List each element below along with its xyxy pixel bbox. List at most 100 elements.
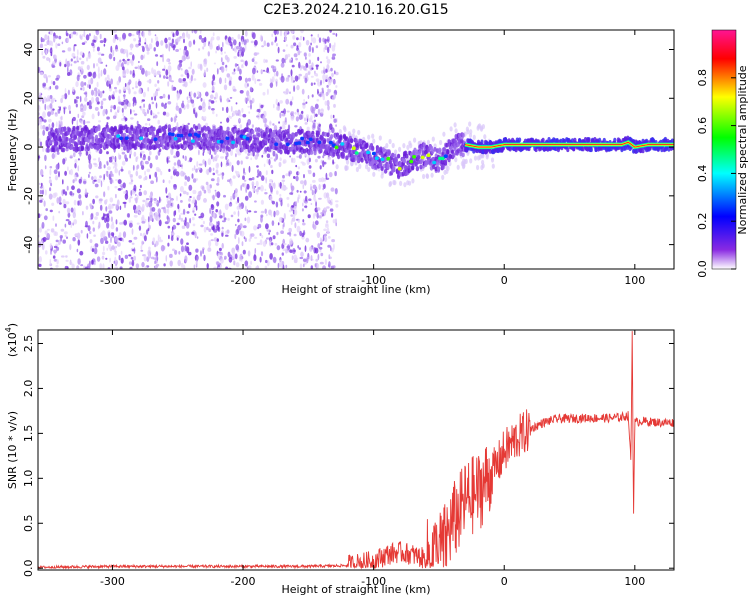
noise-speckle xyxy=(78,178,82,184)
noise-speckle xyxy=(128,240,133,243)
noise-speckle xyxy=(176,95,179,101)
noise-speckle xyxy=(195,248,199,253)
noise-speckle xyxy=(209,222,211,226)
noise-speckle xyxy=(297,171,300,175)
noise-speckle xyxy=(97,66,100,74)
noise-speckle xyxy=(335,33,338,37)
noise-speckle xyxy=(93,175,97,181)
noise-speckle xyxy=(332,219,336,224)
ridge-cell xyxy=(452,153,456,158)
noise-speckle xyxy=(330,246,332,252)
noise-speckle xyxy=(247,83,249,87)
ridge-cell xyxy=(117,144,121,150)
noise-speckle xyxy=(154,90,158,97)
noise-speckle xyxy=(202,152,205,156)
noise-speckle xyxy=(115,193,117,199)
snr-y-tick-label: 0.0 xyxy=(22,559,35,577)
noise-speckle xyxy=(108,210,113,214)
noise-speckle xyxy=(104,77,108,82)
noise-speckle xyxy=(82,111,86,116)
noise-speckle xyxy=(41,189,44,195)
noise-speckle xyxy=(277,46,280,54)
noise-speckle xyxy=(269,157,273,160)
noise-speckle xyxy=(122,238,124,242)
noise-speckle xyxy=(273,210,276,218)
noise-speckle xyxy=(305,56,307,60)
noise-speckle xyxy=(303,179,307,186)
noise-speckle xyxy=(228,256,233,263)
noise-speckle xyxy=(112,37,116,44)
noise-speckle xyxy=(333,93,337,99)
noise-speckle xyxy=(233,68,236,72)
noise-speckle xyxy=(174,117,177,121)
noise-speckle xyxy=(87,79,91,85)
noise-speckle xyxy=(310,82,313,86)
ridge-cell xyxy=(216,145,220,151)
noise-speckle xyxy=(144,175,148,181)
noise-speckle xyxy=(118,255,121,261)
noise-speckle xyxy=(205,122,209,128)
noise-speckle xyxy=(50,47,53,50)
noise-speckle xyxy=(169,253,173,258)
noise-speckle xyxy=(75,103,78,108)
noise-speckle xyxy=(230,149,233,156)
noise-speckle xyxy=(323,228,327,232)
noise-speckle xyxy=(334,188,338,195)
noise-speckle xyxy=(191,173,194,179)
noise-speckle xyxy=(292,214,296,220)
noise-speckle xyxy=(181,55,184,62)
noise-speckle xyxy=(289,101,293,106)
ridge-cell xyxy=(417,154,421,160)
noise-speckle xyxy=(218,44,220,51)
noise-speckle xyxy=(144,170,147,176)
noise-speckle xyxy=(92,39,95,43)
noise-speckle xyxy=(245,187,248,194)
noise-speckle xyxy=(399,180,403,186)
noise-speckle xyxy=(262,69,266,72)
noise-speckle xyxy=(79,120,82,123)
ridge-cell xyxy=(444,159,448,165)
noise-speckle xyxy=(251,58,255,63)
noise-speckle xyxy=(283,213,286,220)
noise-speckle xyxy=(288,227,293,233)
noise-speckle xyxy=(262,92,266,96)
ridge-cell xyxy=(488,149,492,154)
noise-speckle xyxy=(166,209,169,213)
noise-speckle xyxy=(45,250,48,255)
noise-speckle xyxy=(86,233,89,239)
noise-speckle xyxy=(325,220,329,224)
ridge-cell xyxy=(180,144,184,150)
noise-speckle xyxy=(260,185,264,192)
noise-speckle xyxy=(402,143,406,149)
noise-speckle xyxy=(220,47,223,52)
noise-speckle xyxy=(326,206,330,209)
ridge-hotspot xyxy=(351,146,356,150)
ridge-hotspot xyxy=(176,133,181,138)
noise-speckle xyxy=(50,228,55,233)
noise-speckle xyxy=(167,65,172,72)
noise-speckle xyxy=(79,106,84,109)
noise-speckle xyxy=(170,80,174,83)
noise-speckle xyxy=(230,37,234,41)
ridge-cell xyxy=(69,138,73,144)
noise-speckle xyxy=(285,264,288,269)
noise-speckle xyxy=(243,179,247,182)
noise-speckle xyxy=(138,225,142,231)
ridge-cell xyxy=(136,134,140,140)
noise-speckle xyxy=(318,246,323,250)
ridge-hotspot xyxy=(173,136,178,141)
noise-speckle xyxy=(230,214,234,218)
noise-speckle xyxy=(38,182,41,186)
noise-speckle xyxy=(69,110,71,114)
noise-speckle xyxy=(298,247,301,250)
noise-speckle xyxy=(266,237,270,240)
noise-speckle xyxy=(318,93,323,97)
noise-speckle xyxy=(180,217,184,222)
noise-speckle xyxy=(213,96,216,100)
noise-speckle xyxy=(200,97,203,102)
ridge-cell xyxy=(411,165,415,171)
noise-speckle xyxy=(352,128,356,134)
noise-speckle xyxy=(237,34,241,40)
noise-speckle xyxy=(180,68,183,71)
noise-speckle xyxy=(248,165,251,173)
